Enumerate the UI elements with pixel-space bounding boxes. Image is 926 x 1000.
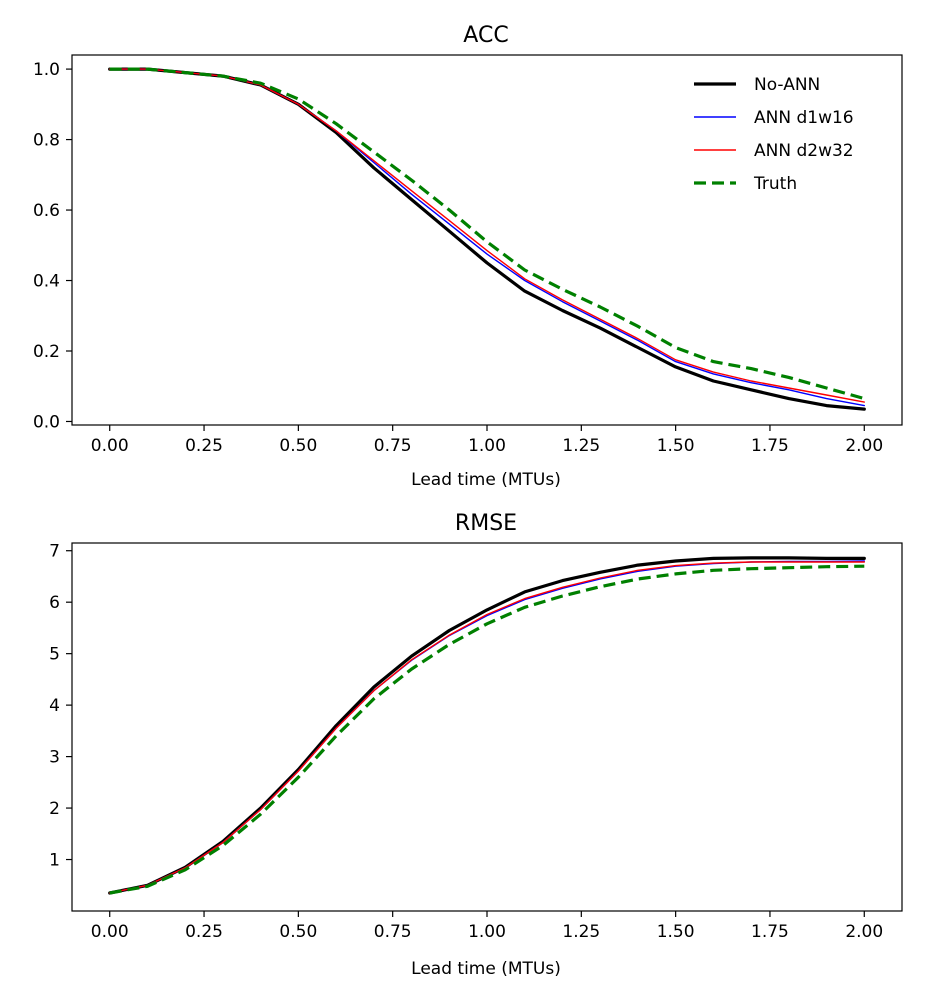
- rmse-series-ann-d2w32: [108, 561, 865, 894]
- rmse-panel: RMSE 0.00 0.25 0.50 0.75 1.00 1.25 1.50 1.75 2.0…: [49, 511, 903, 979]
- rmse-y-tick-label: 7: [49, 542, 60, 562]
- acc-x-tick-label: 1.50: [657, 436, 695, 456]
- legend-label-truth: Truth: [753, 174, 797, 194]
- rmse-x-axis-label: Lead time (MTUs): [411, 959, 561, 979]
- acc-x-tick-label: 0.00: [91, 436, 129, 456]
- acc-x-axis-label: Lead time (MTUs): [411, 470, 561, 490]
- rmse-plot-frame: [71, 542, 903, 912]
- rmse-y-tick-label: 2: [49, 799, 60, 819]
- acc-y-tick-label: 1.0: [33, 60, 60, 80]
- acc-series-ann-d1w16: [108, 68, 865, 407]
- acc-y-tick-label: 0.0: [33, 412, 60, 432]
- rmse-x-tick-label: 1.50: [657, 922, 695, 942]
- legend-label-ann-d2w32: ANN d2w32: [754, 141, 854, 161]
- acc-y-tick-label: 0.4: [33, 272, 60, 292]
- rmse-y-tick-label: 1: [49, 851, 60, 871]
- acc-y-tick-label: 0.2: [33, 342, 60, 362]
- acc-x-tick-label: 0.75: [374, 436, 412, 456]
- acc-legend: No-ANN ANN d1w16 ANN d2w32 Truth: [694, 75, 854, 194]
- acc-x-tick-label: 0.25: [185, 436, 223, 456]
- acc-x-tick-label: 1.00: [468, 436, 506, 456]
- legend-label-ann-d1w16: ANN d1w16: [754, 108, 854, 128]
- rmse-y-tick-label: 4: [49, 696, 60, 716]
- rmse-x-tick-label: 0.75: [374, 922, 412, 942]
- acc-x-tick-label: 0.50: [279, 436, 317, 456]
- legend-label-no-ann: No-ANN: [754, 75, 820, 95]
- rmse-x-tick-label: 2.00: [845, 922, 883, 942]
- rmse-title: RMSE: [455, 511, 517, 536]
- rmse-x-tick-label: 1.00: [468, 922, 506, 942]
- acc-x-tick-label: 1.75: [751, 436, 789, 456]
- rmse-x-tick-label: 1.25: [562, 922, 600, 942]
- rmse-x-tick-label: 1.75: [751, 922, 789, 942]
- rmse-y-tick-label: 6: [49, 593, 60, 613]
- acc-title: ACC: [463, 23, 508, 48]
- rmse-series-no-ann: [108, 556, 866, 895]
- rmse-y-tick-label: 5: [49, 645, 60, 665]
- acc-x-tick-label: 2.00: [845, 436, 883, 456]
- rmse-x-tick-label: 0.00: [91, 922, 129, 942]
- acc-panel: ACC 0.00 0.25 0.50 0.75 1.00 1.25 1.50 1.75 2.00…: [33, 23, 903, 490]
- rmse-x-tick-label: 0.50: [279, 922, 317, 942]
- acc-plot-frame: [71, 54, 903, 426]
- rmse-series-truth: [109, 564, 865, 895]
- rmse-y-tick-label: 3: [49, 748, 60, 768]
- rmse-x-tick-label: 0.25: [185, 922, 223, 942]
- acc-series-ann-d2w32: [108, 68, 865, 403]
- acc-series-no-ann: [108, 67, 866, 411]
- acc-y-tick-label: 0.8: [33, 131, 60, 151]
- acc-y-tick-label: 0.6: [33, 201, 60, 221]
- acc-x-tick-label: 1.25: [562, 436, 600, 456]
- acc-series-truth: [109, 67, 865, 401]
